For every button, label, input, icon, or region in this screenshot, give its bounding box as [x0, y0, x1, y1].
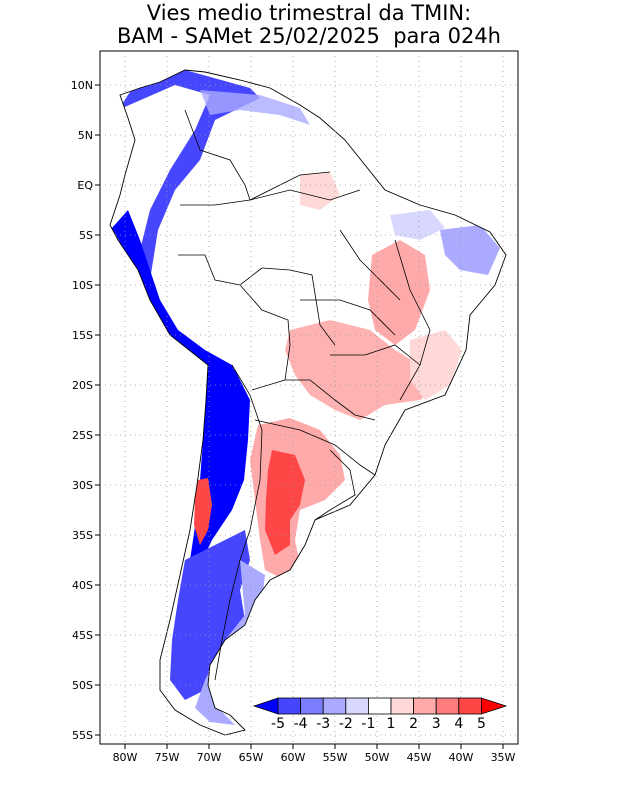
lat-label: 10S: [72, 279, 93, 292]
mild-warm-east-brazil: [410, 330, 462, 400]
lon-label: 60W: [281, 751, 306, 764]
south-america-outline: [109, 69, 507, 736]
lon-label: 55W: [323, 751, 348, 764]
warm-chile-strip: [194, 478, 212, 545]
colorbar-segment: [345, 697, 369, 715]
colorbar-segment: [300, 697, 324, 715]
lat-label: 30S: [72, 479, 93, 492]
colorbar-label: 1: [387, 716, 396, 732]
colorbar-label: 3: [432, 716, 441, 732]
colorbar-segment: [367, 697, 392, 715]
lon-axis: 80W 75W 70W 65W 60W 55W 50W 45W 40W 35W: [113, 744, 516, 764]
title-line-1: Vies medio trimestral da TMIN:: [146, 1, 472, 25]
lat-label: 35S: [72, 529, 93, 542]
map-frame: [99, 50, 519, 745]
colorbar-label: -4: [294, 716, 308, 732]
country-borders: [178, 109, 431, 681]
lat-label: 25S: [72, 429, 93, 442]
strong-cold-peru-coast: [112, 210, 240, 395]
lat-label: 10N: [71, 79, 93, 92]
lon-label: 70W: [197, 751, 222, 764]
mild-cold-ne-tip: [440, 225, 500, 275]
lat-label: 20S: [72, 379, 93, 392]
lat-label: 50S: [72, 679, 93, 692]
colorbar-label: -2: [339, 716, 353, 732]
lat-axis: 10N 5N EQ 5S 10S 15S 20S 25S 30S 35S 40S…: [71, 79, 100, 742]
lon-label: 80W: [113, 751, 138, 764]
lat-label: 55S: [72, 729, 93, 742]
mild-cold-ne-inland: [390, 210, 445, 240]
strong-warm-argentina: [265, 450, 305, 555]
mild-cold-north-coast: [200, 90, 310, 125]
lat-label: 40S: [72, 579, 93, 592]
colorbar-segment: [413, 697, 437, 715]
lon-label: 45W: [407, 751, 432, 764]
lon-label: 50W: [365, 751, 390, 764]
colorbar-segment: [390, 697, 415, 715]
warm-central-brazil: [285, 320, 440, 420]
colorbar-label: -3: [316, 716, 330, 732]
colorbar-label: 4: [454, 716, 463, 732]
colorbar-segment: [435, 697, 460, 715]
colorbar: -5 -4 -3 -2 -1 1 2 3 4 5: [252, 697, 508, 732]
graticule: [100, 51, 518, 744]
lon-label: 35W: [491, 751, 516, 764]
colorbar-segment: [322, 697, 347, 715]
lon-label: 65W: [239, 751, 264, 764]
lat-label: 15S: [72, 329, 93, 342]
lat-label: EQ: [77, 179, 93, 192]
lat-label: 45S: [72, 629, 93, 642]
lat-label: 5S: [79, 229, 93, 242]
warm-ne-brazil: [368, 240, 430, 345]
lat-label: 5N: [78, 129, 93, 142]
colorbar-label: -1: [361, 716, 375, 732]
colorbar-label: -5: [271, 716, 285, 732]
mild-warm-amazon: [300, 172, 340, 210]
title-line-2: BAM - SAMet 25/02/2025 para 024h: [116, 24, 501, 48]
cold-patagonia: [170, 530, 250, 700]
lon-label: 75W: [155, 751, 180, 764]
colorbar-segment: [480, 697, 508, 715]
colorbar-label: 2: [409, 716, 418, 732]
colorbar-label: 5: [477, 716, 486, 732]
colorbar-segment: [458, 697, 482, 715]
map-title: Vies medio trimestral da TMIN: BAM - SAM…: [0, 2, 618, 48]
colorbar-segment: [277, 697, 302, 715]
lon-label: 40W: [449, 751, 474, 764]
